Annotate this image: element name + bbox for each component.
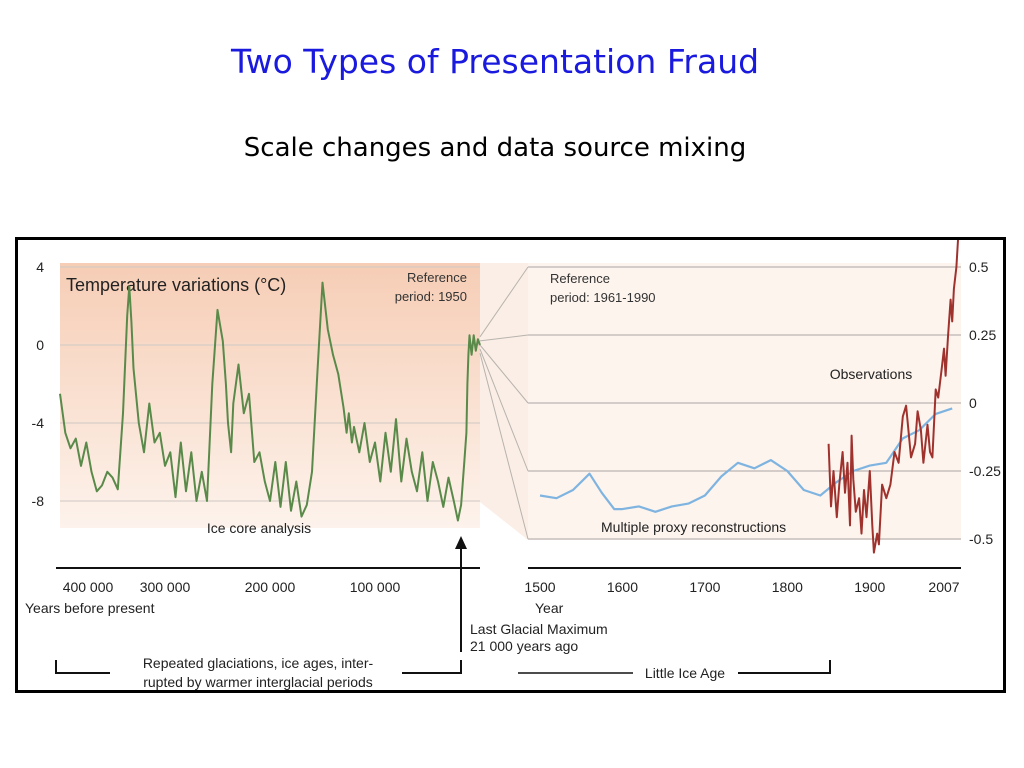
glaciations-bracket-right — [402, 660, 462, 674]
left-x-tick-label: 300 000 — [140, 579, 191, 595]
lgm-arrow-head — [455, 536, 467, 549]
left-reference-line2: period: 1950 — [395, 289, 467, 304]
funnel-line — [479, 266, 529, 338]
proxy-label: Multiple proxy reconstructions — [601, 519, 786, 535]
right-gridlines — [528, 266, 961, 540]
left-y-tick-label: 4 — [36, 259, 44, 275]
little-ice-age-bracket-right — [738, 660, 831, 674]
little-ice-age-label: Little Ice Age — [645, 665, 725, 681]
right-y-tick-label: -0.5 — [969, 531, 993, 547]
right-y-tick-label: 0.5 — [969, 259, 989, 275]
temperature-figure: Temperature variations (°C) Reference pe… — [15, 237, 1006, 693]
funnel-line — [479, 353, 529, 540]
right-reference-line1: Reference — [550, 271, 610, 286]
ice-core-line — [59, 281, 481, 522]
left-x-tick-label: 200 000 — [245, 579, 296, 595]
ice-core-annotation: Ice core analysis — [207, 520, 311, 536]
funnel-lines — [479, 266, 529, 540]
funnel-line — [479, 344, 529, 404]
connector-funnel — [480, 263, 528, 540]
left-chart-title: Temperature variations (°C) — [66, 275, 286, 295]
right-x-unit-label: Year — [535, 600, 564, 616]
right-x-tick-label: 1900 — [854, 579, 885, 595]
left-x-tick-label: 100 000 — [350, 579, 401, 595]
lgm-label-line1: Last Glacial Maximum — [470, 621, 608, 637]
lgm-label-line2: 21 000 years ago — [470, 638, 578, 654]
right-panel-background — [528, 263, 961, 540]
observations-label: Observations — [830, 366, 912, 382]
observations-line — [827, 240, 959, 554]
right-reference-line2: period: 1961-1990 — [550, 290, 656, 305]
right-y-tick-label: 0.25 — [969, 327, 996, 343]
right-y-tick-label: -0.25 — [969, 463, 1001, 479]
right-x-tick-label: 1500 — [524, 579, 555, 595]
left-x-tick-labels: 400 000 300 000 200 000 100 000 — [63, 579, 401, 595]
left-x-unit-label: Years before present — [25, 600, 155, 616]
funnel-line — [479, 334, 529, 342]
glaciations-bracket-left — [55, 660, 110, 674]
slide-subtitle: Scale changes and data source mixing — [243, 133, 747, 163]
proxy-reconstruction-line — [539, 407, 953, 513]
slide-title: Two Types of Presentation Fraud — [230, 42, 760, 81]
funnel-line — [479, 348, 529, 472]
right-x-tick-label: 1800 — [772, 579, 803, 595]
left-y-tick-label: 0 — [36, 337, 44, 353]
right-x-tick-label: 1700 — [689, 579, 720, 595]
left-reference-line1: Reference — [407, 270, 467, 285]
right-y-tick-labels: 0.5 0.25 0 -0.25 -0.5 — [969, 259, 1001, 547]
right-x-tick-labels: 1500 1600 1700 1800 1900 2007 — [524, 579, 959, 595]
left-y-tick-label: -8 — [32, 493, 45, 509]
left-x-tick-label: 400 000 — [63, 579, 114, 595]
right-series — [539, 240, 959, 554]
ice-core-series — [59, 281, 481, 522]
glaciations-label-line1: Repeated glaciations, ice ages, inter- — [143, 655, 374, 671]
right-x-tick-label: 1600 — [607, 579, 638, 595]
glaciations-label-line2: rupted by warmer interglacial periods — [143, 674, 373, 690]
left-y-tick-label: -4 — [32, 415, 45, 431]
right-x-tick-label: 2007 — [928, 579, 959, 595]
left-y-tick-labels: 4 0 -4 -8 — [32, 259, 45, 509]
right-y-tick-label: 0 — [969, 395, 977, 411]
figure-svg: Temperature variations (°C) Reference pe… — [25, 240, 1001, 690]
